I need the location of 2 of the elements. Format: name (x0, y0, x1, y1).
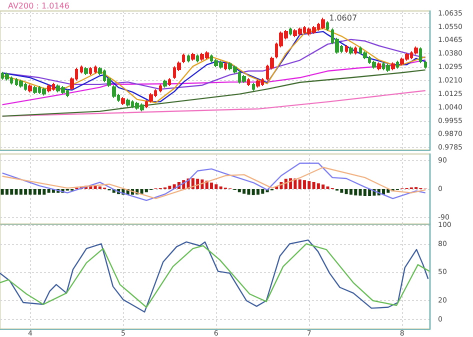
annotation: 1.0607 (329, 13, 358, 22)
chart-title: AV200 : 1.0146 (8, 2, 70, 10)
